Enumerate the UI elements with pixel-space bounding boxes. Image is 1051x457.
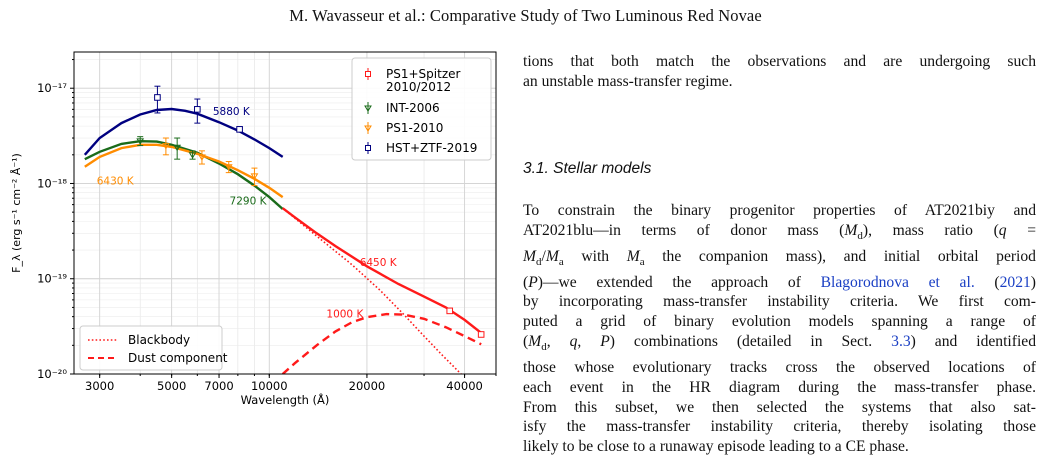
body-line: puted a grid of binary evolution models … [523,313,1036,331]
marker-ps1-2010 [198,154,206,161]
y-tick-label: 10⁻¹⁸ [37,176,67,190]
section-title: 3.1. Stellar models [523,160,652,177]
curve-dust-component [281,312,482,374]
math-symbol: M [523,247,536,265]
intro-paragraph: tions that both match the observations a… [523,52,1036,92]
math-symbol: q [569,333,578,350]
marker-ps1-spitzer-2010-2012 [446,307,454,315]
y-tick-label: 10⁻¹⁷ [37,81,67,95]
sed-figure: 5880 K 7290 K 6430 K 6450 K 1000 K 3000 5000 70… [0,48,505,431]
marker-ps1-2010 [162,143,170,150]
legend-label: HST+ZTF-2019 [386,141,477,155]
math-symbol: q [998,221,1007,239]
legend-label: Dust component [128,351,228,365]
marker-int-2006 [188,152,197,159]
math-symbol: M [844,221,858,239]
body-line: isfy the mass-transfer instability crite… [523,418,1036,436]
math-symbol: M [626,247,640,265]
legend-marker [365,71,371,77]
body-line: (Md, q, P) combinations (detailed in Sec… [523,333,1037,354]
x-tick-label: 7000 [204,379,233,393]
x-tick-label: 20000 [349,379,386,393]
math-symbol: P [600,333,610,350]
para-line: an unstable mass-transfer regime. [523,73,733,90]
data-points [136,85,485,338]
legend-marker [364,105,372,112]
body-line: (P)—we extended the approach of Blagorod… [523,273,1036,291]
running-header: M. Wavasseur et al.: Comparative Study o… [289,6,762,25]
temperature-label: 6430 K [97,176,135,188]
math-subscript: a [639,255,645,268]
x-tick-label: 10000 [251,379,288,393]
curve-hst-ztf-2019 [83,107,284,158]
para-line: tions that both match the observations a… [523,53,1036,70]
marker-hst-ztf-2019 [236,126,243,133]
marker-ps1-spitzer-2010-2012 [477,331,485,338]
citation-link[interactable]: 2021 [999,273,1031,291]
citation-link[interactable]: 3.3 [891,333,911,350]
curves [83,107,482,374]
math-symbol: M [528,333,542,350]
x-tick-label: 40000 [446,379,483,393]
section-body: To constrain the binary progenitor prope… [523,201,1036,457]
math-subscript: d [857,229,863,242]
math-symbol: P [528,273,538,291]
x-tick-label: 3000 [85,379,114,393]
y-axis-label: F_λ (erg s⁻¹ cm⁻² Å⁻¹) [10,153,23,273]
legend-label: Blackbody [128,333,190,347]
math-subscript: d [536,255,542,268]
body-line: Md/Ma with Ma the companion mass), and i… [523,247,1036,268]
temperature-label: 5880 K [213,106,251,118]
legend-label: PS1+Spitzer [386,67,460,81]
body-line: likely to be close to a runaway episode … [523,438,909,456]
marker-int-2006 [173,144,182,152]
temperature-label: 7290 K [230,196,268,208]
marker-hst-ztf-2019 [194,106,201,113]
body-line: To constrain the binary progenitor prope… [523,202,1036,219]
body-line: From this subset, we then selected the s… [523,398,1036,416]
body-line: each event in the HR diagram during the … [523,378,1036,396]
x-tick-label: 5000 [157,379,186,393]
temperature-label: 1000 K [326,309,364,321]
legend-bottom-box [79,325,223,371]
body-line: by incorporating mass-transfer instabili… [523,293,1036,311]
marker-ps1-2010 [250,173,259,180]
citation-link[interactable]: Blagorodnova et al. [820,273,975,291]
legend-label: PS1-2010 [386,121,443,135]
legend-label: INT-2006 [386,101,440,115]
curve-ps1-2010 [84,143,284,199]
math-subscript: d [541,341,547,354]
marker-int-2006 [136,138,145,145]
math-symbol: M [545,247,559,265]
body-line: AT2021blu—in terms of donor mass (Md), m… [523,221,1036,242]
sed-chart: 5880 K 7290 K 6430 K 6450 K 1000 K 3000 5000 70… [10,51,497,407]
temperature-label: 6450 K [360,257,398,269]
y-tick-label: 10⁻²⁰ [37,367,67,381]
y-tick-label: 10⁻¹⁹ [37,272,67,286]
marker-ps1-2010 [224,164,233,171]
plot-frame [73,51,497,375]
curve-int-2006 [84,139,284,210]
x-axis-label: Wavelength (Å) [241,392,330,407]
legend-marker [364,125,372,132]
marker-hst-ztf-2019 [154,94,161,101]
body-line: those whose evolutionary tracks cross th… [523,358,1036,376]
legend-top-box [351,57,492,161]
legend-label: 2010/2012 [386,80,451,94]
curve-ps1-spitzer-2010-2012 [281,207,482,334]
legend-marker [365,145,371,151]
math-subscript: a [558,255,564,268]
